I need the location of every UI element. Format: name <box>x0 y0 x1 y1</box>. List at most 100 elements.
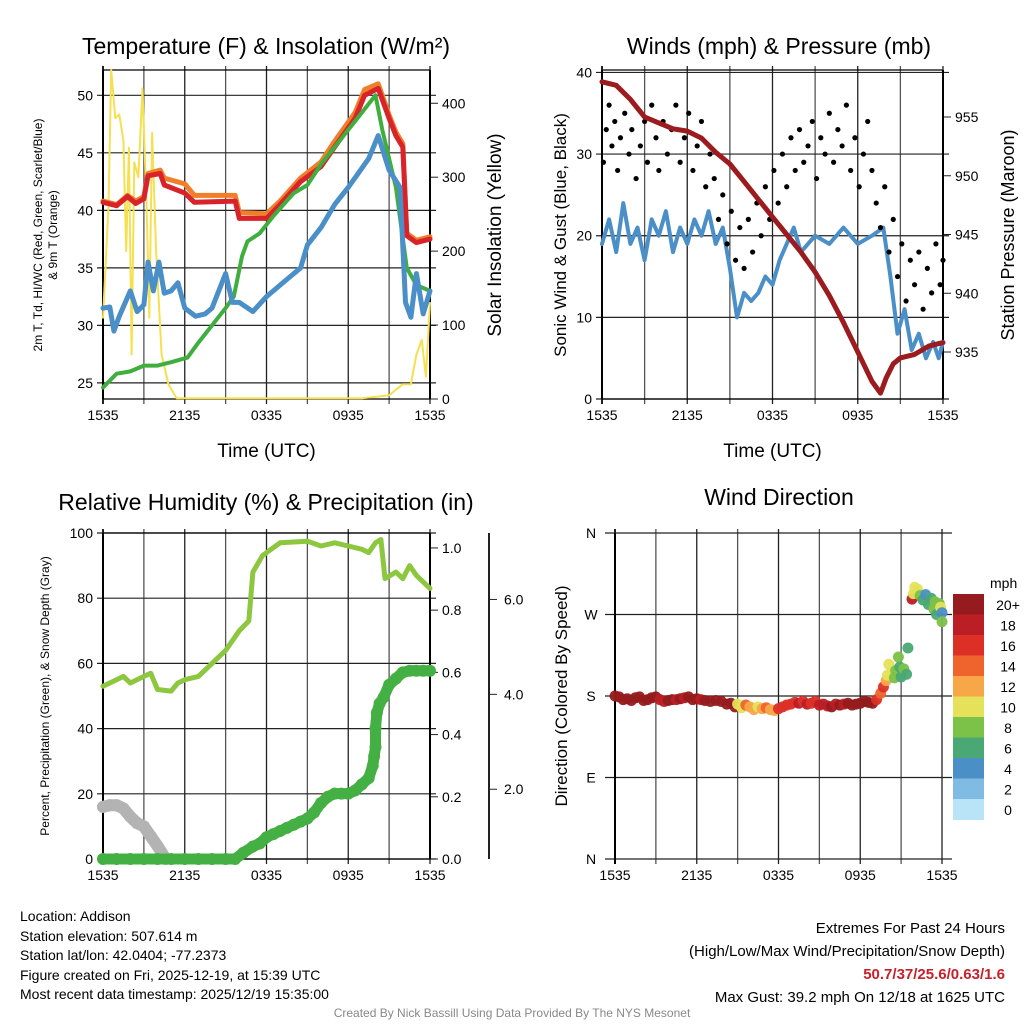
direction-point <box>936 616 948 628</box>
y-axis-label: Sonic Wind & Gust (Blue, Black) <box>551 113 570 357</box>
right-tick-label: 0.6 <box>442 664 462 680</box>
direction-tick-label: E <box>586 770 595 786</box>
gust-point <box>711 175 717 182</box>
gust-point <box>796 126 803 133</box>
gust-point <box>745 216 751 222</box>
right-tick-label: 300 <box>442 169 466 185</box>
precip-point <box>366 759 379 772</box>
x-tick-label: 1535 <box>87 407 118 423</box>
colorbar-title: mph <box>990 575 1017 591</box>
precip-point <box>229 853 242 865</box>
gust-point <box>877 224 884 231</box>
right-tick-label: 945 <box>955 227 979 243</box>
y-tick-label: 100 <box>70 525 94 541</box>
series-relative-humidity <box>100 537 433 694</box>
gust-point <box>835 126 841 133</box>
series-pressure <box>599 79 946 396</box>
gust-point <box>707 151 713 157</box>
right-tick-label: 935 <box>955 344 979 360</box>
gust-point <box>940 257 946 263</box>
gust-point <box>818 135 824 141</box>
gust-point <box>600 159 607 165</box>
gust-point <box>612 118 618 125</box>
gust-point <box>933 241 939 247</box>
colorbar-swatch <box>953 799 984 820</box>
gust-point <box>603 126 609 133</box>
colorbar-swatch <box>953 676 984 697</box>
colorbar-swatch <box>953 778 984 800</box>
x-tick-label: 0335 <box>251 867 282 883</box>
gust-point <box>929 290 935 296</box>
direction-tick-label: S <box>586 688 595 704</box>
precip-point <box>137 853 150 865</box>
gust-point <box>617 135 624 141</box>
gust-point <box>737 224 743 231</box>
gust-point <box>653 135 659 141</box>
gust-point <box>724 241 730 247</box>
y-tick-label: 30 <box>77 317 93 333</box>
gust-point <box>681 135 688 141</box>
right-tick-label: 100 <box>442 317 466 333</box>
colorbar-label: 8 <box>1004 720 1012 736</box>
right-tick-label: 955 <box>955 109 979 125</box>
gust-point <box>629 126 635 133</box>
gust-point <box>728 208 734 214</box>
x-axis-label: Time (UTC) <box>723 441 822 462</box>
gust-point <box>903 298 909 304</box>
gust-point <box>758 233 764 239</box>
colorbar-swatch <box>953 758 984 779</box>
direction-point <box>892 651 904 663</box>
gust-point <box>856 184 862 190</box>
gust-point <box>792 167 798 174</box>
y-tick-label: 60 <box>77 655 93 671</box>
colorbar-label: 20+ <box>996 597 1020 613</box>
chart-title: Relative Humidity (%) & Precipitation (i… <box>58 489 473 515</box>
series-solar-insolation <box>102 69 431 400</box>
precip-point <box>308 806 321 819</box>
gust-point <box>690 167 696 174</box>
x-tick-label: 0335 <box>757 407 788 423</box>
colorbar-label: 12 <box>1000 679 1016 695</box>
direction-point <box>901 668 913 680</box>
precip-point <box>369 722 382 735</box>
gust-point <box>673 102 679 108</box>
x-tick-label: 1535 <box>927 407 958 423</box>
gust-point <box>762 184 768 190</box>
precip-point <box>219 853 232 865</box>
right-axis-label: Station Pressure (Maroon) <box>998 129 1018 340</box>
y-tick-label: 20 <box>77 786 93 802</box>
gust-point <box>886 249 892 255</box>
gust-point <box>788 135 794 141</box>
precip-point <box>237 846 250 859</box>
precip-point <box>165 853 178 865</box>
right-tick-label: 400 <box>442 95 466 111</box>
chart-title: Temperature (F) & Insolation (W/m²) <box>82 33 450 59</box>
precip-point <box>424 664 436 677</box>
gust-point <box>633 175 639 182</box>
created-text: Figure created on Fri, 2025-12-19, at 15… <box>20 966 321 983</box>
precip-point <box>97 853 109 865</box>
direction-tick-label: W <box>584 607 598 623</box>
precip-point <box>124 853 137 865</box>
gust-point <box>732 257 739 263</box>
gust-point <box>860 151 867 157</box>
gust-point <box>784 184 790 190</box>
extremes-values: 50.7/37/25.6/0.63/1.6 <box>863 966 1005 983</box>
extremes-info: Extremes For Past 24 Hours (High/Low/Max… <box>689 917 1005 1009</box>
colorbar-label: 10 <box>1000 700 1016 716</box>
gust-point <box>609 143 615 149</box>
gust-point <box>826 110 832 116</box>
right-tick-label: 0.4 <box>442 727 462 743</box>
gust-point <box>720 192 726 198</box>
precip-point <box>192 853 205 865</box>
snow-tick-label: 2.0 <box>504 781 524 797</box>
y-axis-label: Direction (Colored By Speed) <box>552 585 571 806</box>
precip-point <box>369 741 382 754</box>
gust-point <box>809 118 815 125</box>
gust-point <box>703 184 709 190</box>
precip-point <box>178 853 191 865</box>
colorbar-label: 4 <box>1004 761 1012 777</box>
precip-point <box>368 750 381 763</box>
gust-point <box>622 110 628 116</box>
x-tick-label: 0335 <box>251 407 282 423</box>
